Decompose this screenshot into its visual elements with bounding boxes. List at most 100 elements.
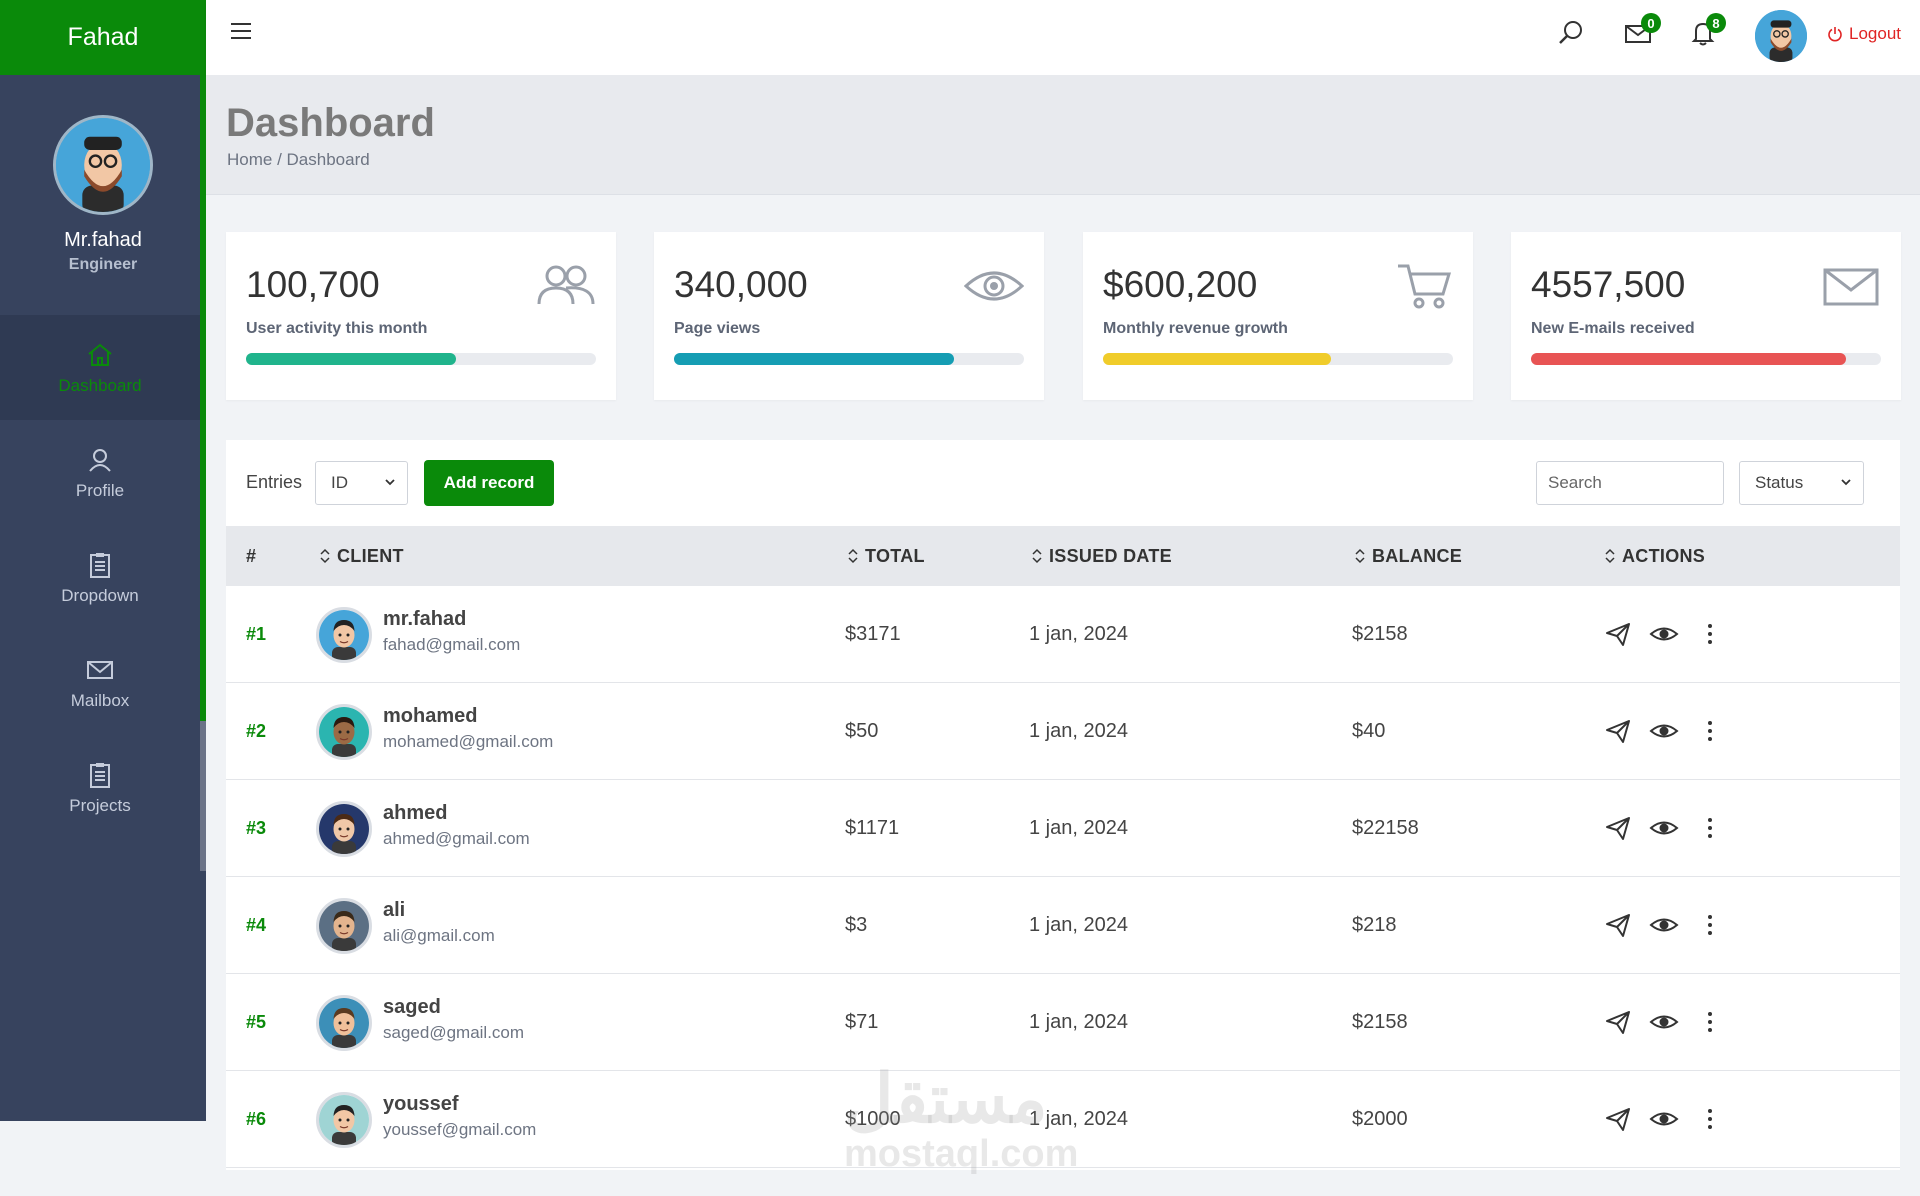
send-icon[interactable] — [1603, 1007, 1633, 1037]
more-vertical-icon[interactable] — [1695, 1104, 1725, 1134]
search-input[interactable]: Search — [1536, 461, 1724, 505]
more-vertical-icon[interactable] — [1695, 813, 1725, 843]
avatar — [316, 607, 372, 663]
chevron-down-icon — [385, 479, 395, 486]
user-icon — [89, 448, 111, 472]
more-vertical-icon[interactable] — [1695, 716, 1725, 746]
mail-badge: 0 — [1641, 13, 1661, 33]
eye-icon[interactable] — [1649, 1104, 1679, 1134]
send-icon[interactable] — [1603, 619, 1633, 649]
table-row[interactable]: #6 youssef youssef@gmail.com $1000 1 jan, 20… — [226, 1071, 1900, 1168]
sidebar-item-dropdown[interactable]: Dropdown — [0, 525, 200, 630]
eye-icon[interactable] — [1649, 716, 1679, 746]
users-icon — [537, 265, 595, 305]
column-header-issued-date[interactable]: ISSUED DATE — [1031, 526, 1172, 586]
sidebar-item-label: Profile — [75, 480, 125, 500]
column-header-total[interactable]: TOTAL — [847, 526, 925, 586]
client-name[interactable]: mr.fahad — [383, 608, 467, 630]
row-total: $71 — [845, 1011, 879, 1033]
row-id[interactable]: #6 — [246, 1109, 267, 1129]
client-name[interactable]: ahmed — [383, 802, 448, 824]
table-header: # CLIENT TOTAL ISSUED DATE BALANCE ACTIO… — [226, 526, 1900, 586]
sidebar-item-projects[interactable]: Projects — [0, 735, 200, 840]
sidebar-item-mailbox[interactable]: Mailbox — [0, 630, 200, 735]
sidebar-item-dashboard[interactable]: Dashboard — [0, 315, 200, 420]
search-icon[interactable] — [1556, 18, 1586, 48]
sidebar-item-label: Projects — [69, 795, 131, 815]
progress-bar — [674, 353, 954, 365]
avatar — [316, 704, 372, 760]
send-icon[interactable] — [1603, 716, 1633, 746]
breadcrumb[interactable]: Home / Dashboard — [227, 150, 370, 169]
row-id[interactable]: #3 — [246, 818, 267, 838]
sidebar: Fahad Mr.fahad Engineer Dashboard Profil… — [0, 0, 206, 1121]
notification-button[interactable]: 8 — [1688, 13, 1726, 48]
table-row[interactable]: #3 ahmed ahmed@gmail.com $1171 1 jan, 2024 $2… — [226, 780, 1900, 877]
avatar — [316, 898, 372, 954]
brand-title[interactable]: Fahad — [0, 0, 206, 75]
mail-button[interactable]: 0 — [1623, 13, 1661, 48]
table-row[interactable]: #2 mohamed mohamed@gmail.com $50 1 jan, 2024… — [226, 683, 1900, 780]
stat-card-emails: 4557,500 New E-mails received — [1511, 232, 1901, 400]
logout-button[interactable]: Logout — [1827, 24, 1901, 44]
table-row[interactable]: #4 ali ali@gmail.com $3 1 jan, 2024 $218 — [226, 877, 1900, 974]
send-icon[interactable] — [1603, 910, 1633, 940]
sidebar-profile: Mr.fahad Engineer — [0, 75, 206, 315]
notification-badge: 8 — [1706, 13, 1726, 33]
more-vertical-icon[interactable] — [1695, 619, 1725, 649]
client-name[interactable]: youssef — [383, 1093, 459, 1115]
client-name[interactable]: ali — [383, 899, 406, 921]
table-row[interactable]: #1 mr.fahad fahad@gmail.com $3171 1 jan, 202… — [226, 586, 1900, 683]
stat-value: 4557,500 — [1531, 264, 1686, 305]
sidebar-accent-bar — [200, 75, 206, 721]
client-name[interactable]: mohamed — [383, 705, 478, 727]
eye-icon[interactable] — [1649, 910, 1679, 940]
row-id[interactable]: #5 — [246, 1012, 267, 1032]
sidebar-scrollbar[interactable] — [200, 721, 206, 871]
row-total: $1000 — [845, 1108, 901, 1130]
eye-icon[interactable] — [1649, 813, 1679, 843]
sort-icon — [320, 548, 330, 564]
home-icon — [88, 343, 112, 366]
progress-bar — [1531, 353, 1846, 365]
row-balance: $2158 — [1352, 1011, 1408, 1033]
sidebar-item-label: Mailbox — [70, 690, 130, 710]
table-row[interactable]: #5 saged saged@gmail.com $71 1 jan, 2024 $215… — [226, 974, 1900, 1071]
avatar[interactable] — [53, 115, 153, 215]
column-header-client[interactable]: CLIENT — [319, 526, 404, 586]
stat-label: Monthly revenue growth — [1103, 320, 1288, 337]
envelope-icon — [1823, 268, 1879, 306]
status-select[interactable]: Status — [1739, 461, 1864, 505]
records-panel: Entries ID Add record Search Status # CL… — [226, 440, 1900, 1170]
add-record-button[interactable]: Add record — [424, 460, 554, 506]
avatar[interactable] — [1755, 10, 1807, 62]
avatar — [316, 801, 372, 857]
column-header-id[interactable]: # — [246, 545, 257, 566]
row-id[interactable]: #2 — [246, 721, 267, 741]
watermark: مستقل — [844, 1061, 1048, 1137]
progress-track — [246, 353, 596, 365]
send-icon[interactable] — [1603, 1104, 1633, 1134]
row-total: $1171 — [845, 817, 900, 839]
row-balance: $2158 — [1352, 623, 1408, 645]
stat-value: 340,000 — [674, 264, 808, 305]
entries-select[interactable]: ID — [315, 461, 408, 505]
eye-icon[interactable] — [1649, 1007, 1679, 1037]
row-id[interactable]: #4 — [246, 915, 267, 935]
entries-select-value: ID — [331, 473, 348, 492]
send-icon[interactable] — [1603, 813, 1633, 843]
hamburger-icon[interactable] — [228, 18, 254, 44]
column-header-balance[interactable]: BALANCE — [1354, 526, 1462, 586]
row-issued-date: 1 jan, 2024 — [1029, 817, 1128, 839]
more-vertical-icon[interactable] — [1695, 910, 1725, 940]
client-name[interactable]: saged — [383, 996, 441, 1018]
more-vertical-icon[interactable] — [1695, 1007, 1725, 1037]
logout-label: Logout — [1849, 24, 1901, 43]
row-id[interactable]: #1 — [246, 624, 267, 644]
eye-icon — [964, 271, 1024, 301]
sort-icon — [1032, 548, 1042, 564]
avatar — [316, 1092, 372, 1148]
row-total: $3 — [845, 914, 868, 936]
sidebar-item-profile[interactable]: Profile — [0, 420, 200, 525]
eye-icon[interactable] — [1649, 619, 1679, 649]
